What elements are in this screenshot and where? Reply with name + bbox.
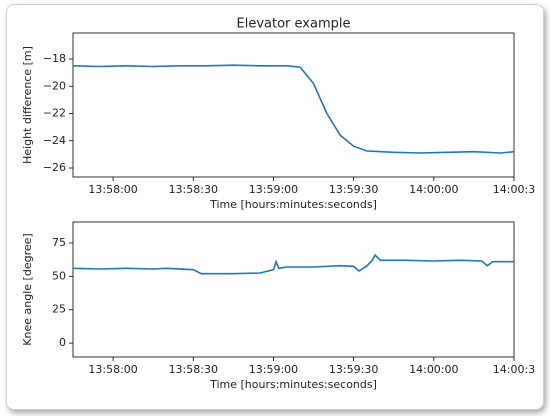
- y-tick-label: −22: [43, 107, 66, 120]
- x-tick-label: 14:00:00: [409, 363, 458, 376]
- x-tick-label: 13:59:30: [329, 183, 378, 196]
- y-tick-label: −20: [43, 79, 66, 92]
- x-tick-label: 13:59:00: [249, 363, 298, 376]
- x-tick-label: 13:59:30: [329, 363, 378, 376]
- plot-area: [72, 32, 515, 178]
- y-tick-label: 25: [52, 303, 66, 316]
- y-axis-label: Knee angle [degree]: [21, 233, 34, 345]
- x-axis-label: Time [hours:minutes:seconds]: [209, 198, 377, 211]
- x-tick-label: 14:00:3: [493, 363, 535, 376]
- x-tick-label: 13:59:00: [249, 183, 298, 196]
- x-axis-label: Time [hours:minutes:seconds]: [209, 378, 377, 391]
- chart-title: Elevator example: [237, 17, 351, 32]
- y-tick-label: −24: [43, 134, 66, 147]
- x-tick-label: 13:58:00: [88, 183, 137, 196]
- plot-area: [72, 221, 515, 358]
- screenshot-frame: [6, 4, 544, 410]
- y-tick-label: 0: [59, 336, 66, 349]
- x-tick-label: 13:58:30: [169, 363, 218, 376]
- y-tick-label: −26: [43, 161, 66, 174]
- y-axis-label: Height difference [m]: [21, 46, 34, 164]
- y-tick-label: 50: [52, 269, 66, 282]
- y-tick-label: −18: [43, 52, 66, 65]
- y-tick-label: 75: [52, 236, 66, 249]
- x-tick-label: 13:58:00: [88, 363, 137, 376]
- x-tick-label: 14:00:3: [493, 183, 535, 196]
- data-line: [72, 253, 514, 275]
- x-tick-label: 14:00:00: [409, 183, 458, 196]
- x-tick-label: 13:58:30: [169, 183, 218, 196]
- data-line: [72, 64, 515, 154]
